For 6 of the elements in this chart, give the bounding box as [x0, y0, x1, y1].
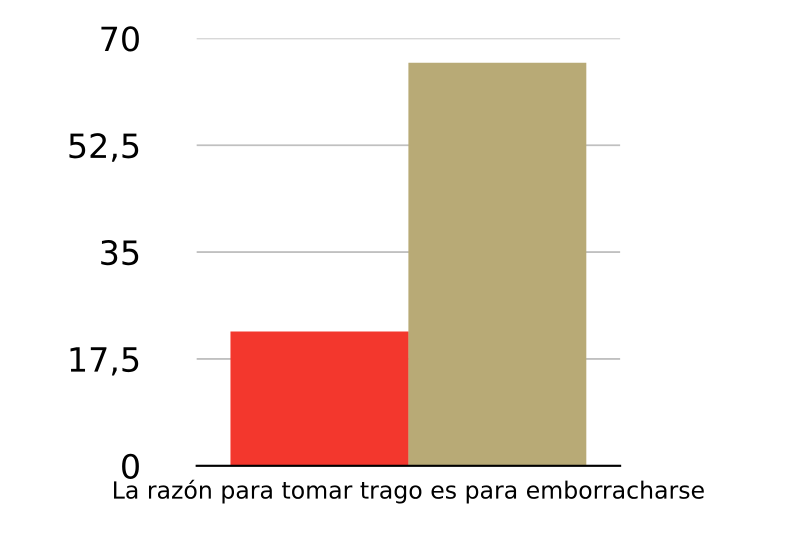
- y-tick-label: 17,5: [70, 347, 138, 376]
- x-axis-title: La razón para tomar trago es para emborracharse: [114, 480, 704, 504]
- y-tick-label: 35: [101, 240, 138, 266]
- y-tick-label: 52,5: [69, 133, 138, 162]
- y-tick-label: 0: [122, 454, 139, 479]
- y-tick-label: 70: [101, 26, 139, 52]
